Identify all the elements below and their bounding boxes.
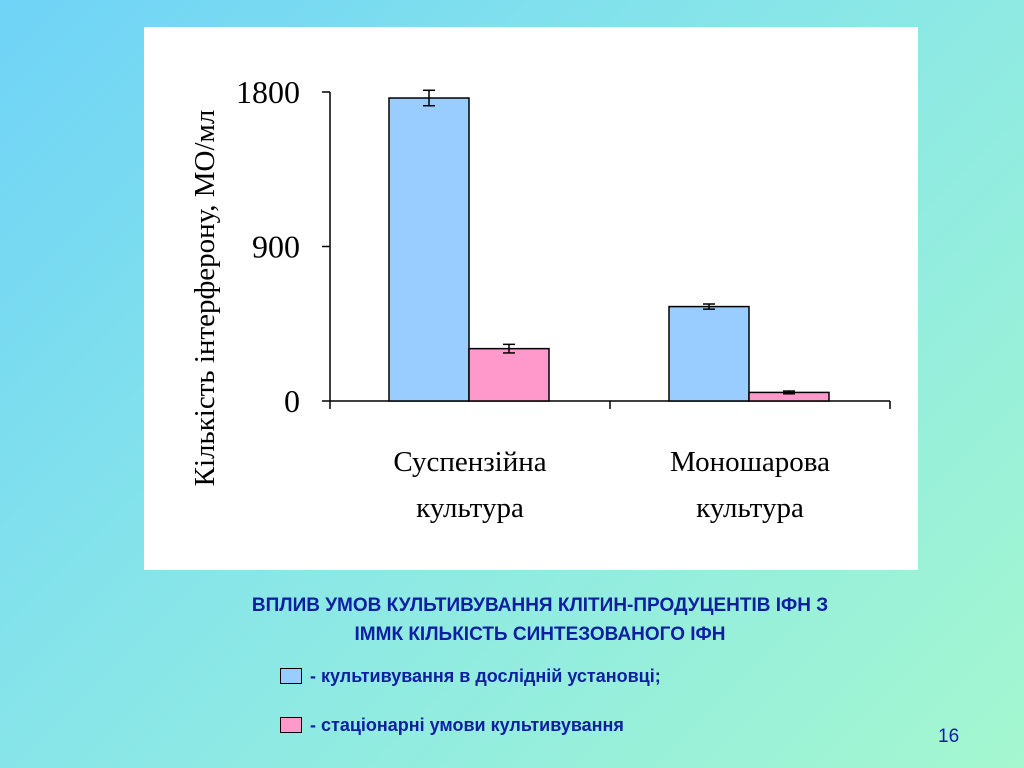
legend-label-stationary: - стаціонарні умови культивування bbox=[310, 714, 624, 735]
bar-chart: Кількість інтерферону, МО/мл 0 900 1800 Сус… bbox=[189, 74, 891, 524]
caption-line-1: ВПЛИВ УМОВ КУЛЬТИВУВАННЯ КЛІТИН-ПРОДУЦЕН… bbox=[251, 595, 829, 616]
x-category-label: Суспензійна bbox=[393, 446, 546, 478]
y-tick-label: 900 bbox=[252, 229, 300, 265]
x-category-label: Моношарова bbox=[670, 446, 830, 478]
legend-label-experimental: - культивування в дослідній установці; bbox=[310, 665, 661, 686]
y-tick-label: 0 bbox=[284, 383, 300, 419]
legend-item-stationary: - стаціонарні умови культивування bbox=[280, 713, 624, 737]
x-category-label: культура bbox=[416, 492, 524, 524]
slide-number: 16 bbox=[938, 726, 960, 747]
legend-item-experimental: - культивування в дослідній установці; bbox=[280, 664, 661, 688]
legend-swatch-blue bbox=[280, 668, 302, 684]
chart-caption: ВПЛИВ УМОВ КУЛЬТИВУВАННЯ КЛІТИН-ПРОДУЦЕН… bbox=[110, 591, 970, 649]
caption-line-2: ІММК КІЛЬКІСТЬ СИНТЕЗОВАНОГО ІФН bbox=[354, 624, 726, 645]
bar bbox=[468, 347, 550, 402]
x-category-label: культура bbox=[696, 492, 804, 524]
chart-panel: Кількість інтерферону, МО/мл 0 900 1800 Сус… bbox=[144, 27, 918, 570]
y-axis-label: Кількість інтерферону, МО/мл bbox=[189, 110, 221, 487]
bar bbox=[388, 97, 470, 402]
legend-swatch-pink bbox=[280, 717, 302, 733]
y-tick-label: 1800 bbox=[236, 74, 300, 110]
bar bbox=[668, 305, 750, 402]
